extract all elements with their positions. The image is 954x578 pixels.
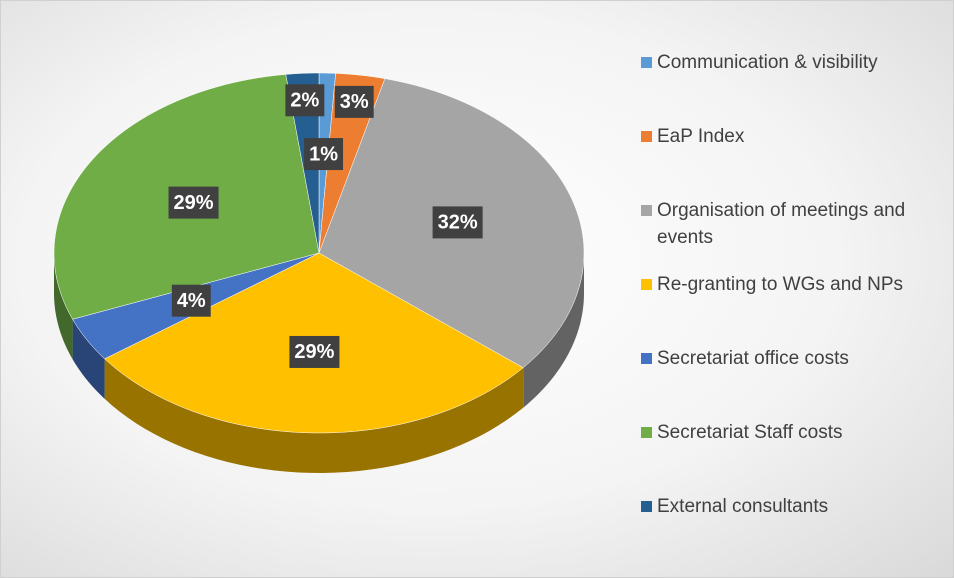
data-label: 32%	[432, 206, 483, 239]
legend-item: External consultants	[641, 493, 941, 520]
data-label: 29%	[168, 186, 219, 219]
data-label: 29%	[289, 335, 340, 368]
data-label-text: 3%	[340, 91, 369, 113]
data-label-text: 29%	[174, 192, 214, 214]
data-label-text: 2%	[290, 90, 319, 112]
slice	[285, 72, 320, 254]
legend-item: Secretariat Staff costs	[641, 419, 941, 446]
data-label-text: 1%	[309, 143, 338, 165]
data-label-text: 4%	[177, 290, 206, 312]
legend-swatch	[641, 501, 652, 512]
legend-item: Secretariat office costs	[641, 345, 941, 372]
legend-item: Re-granting to WGs and NPs	[641, 271, 941, 298]
legend-swatch	[641, 131, 652, 142]
data-label-box	[304, 138, 344, 171]
slice-side	[54, 253, 73, 360]
legend-label: EaP Index	[657, 126, 745, 147]
legend-swatch	[641, 205, 652, 216]
legend-swatch	[641, 427, 652, 438]
data-label: 1%	[304, 138, 344, 171]
data-label-box	[168, 186, 219, 219]
slice-side	[104, 358, 524, 473]
legend-item: Organisation of meetings and events	[641, 197, 941, 251]
legend-label: Secretariat office costs	[657, 348, 849, 369]
legend-swatch	[641, 57, 652, 68]
data-label: 4%	[171, 284, 211, 317]
data-label-box	[171, 284, 211, 317]
data-label: 2%	[285, 84, 325, 117]
data-label-box	[432, 206, 483, 239]
pie-area: 1% 3% 32% 29% 4% 29% 2%	[53, 72, 585, 473]
legend-item: Communication & visibility	[641, 49, 941, 76]
legend-label: Communication & visibility	[657, 52, 878, 73]
data-label-box	[334, 85, 374, 118]
slice-side	[72, 319, 105, 399]
slice-side	[523, 253, 584, 408]
legend-swatch	[641, 279, 652, 290]
legend-label: External consultants	[657, 496, 829, 517]
legend-label: Organisation of meetings and events	[657, 200, 906, 248]
legend-label: Re-granting to WGs and NPs	[657, 274, 904, 295]
slice	[318, 73, 386, 254]
legend-swatch	[641, 353, 652, 364]
data-label-box	[289, 335, 340, 368]
legend-item: EaP Index	[641, 123, 941, 150]
data-label-box	[285, 84, 325, 117]
data-label: 3%	[334, 85, 374, 118]
data-label-text: 29%	[294, 341, 334, 363]
data-label-text: 32%	[438, 212, 478, 234]
legend-label: Secretariat Staff costs	[657, 422, 843, 443]
